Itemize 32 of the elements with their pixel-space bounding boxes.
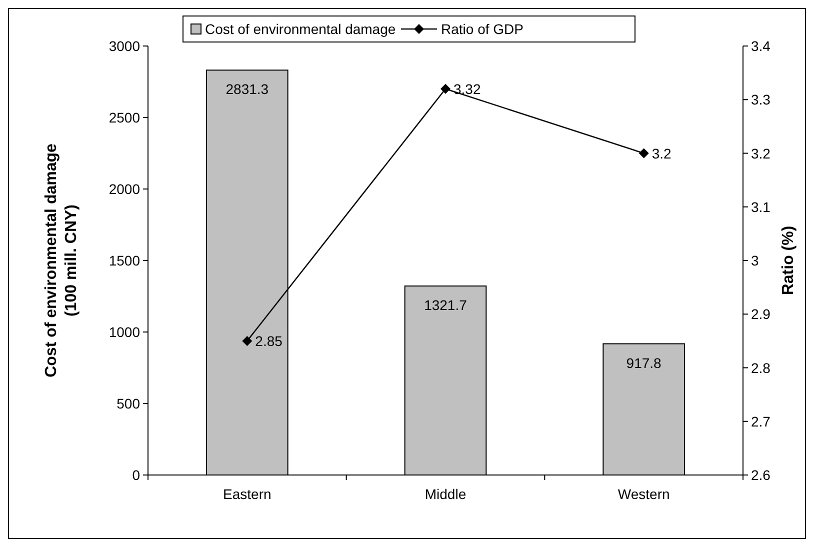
data-label: 917.8 (626, 354, 662, 371)
y-axis-title: Cost of environmental damage (100 mill. CNY) (43, 143, 80, 378)
y-tick-label: 1000 (108, 324, 140, 340)
point (440, 84, 450, 94)
y-tick-label: 3000 (108, 38, 140, 54)
y-tick-label: 1500 (108, 252, 140, 268)
y2-tick-label: 3.2 (751, 145, 771, 162)
data-label: 3.32 (454, 80, 481, 97)
y2-tick-label: 3.3 (751, 92, 771, 108)
y2-tick-label: 2.6 (751, 467, 771, 483)
legend-label: Cost of environmental damage (205, 21, 396, 37)
data-label: 2.85 (255, 332, 283, 349)
x-tick-label: Western (618, 486, 670, 502)
y-tick-label: 2500 (108, 110, 140, 126)
y-tick-label: 0 (132, 467, 140, 483)
legend-label: Ratio of GDP (441, 21, 524, 37)
data-label: 1321.7 (424, 296, 468, 313)
y2-tick-label: 3.1 (751, 198, 771, 215)
data-label: 2831.3 (226, 81, 269, 98)
point (242, 336, 252, 346)
y2-tick-label: 3.4 (751, 38, 771, 54)
data-label: 3.2 (652, 145, 672, 162)
y2-tick-label: 2.8 (751, 360, 771, 376)
x-tick-label: Middle (424, 486, 466, 502)
y2-tick-label: 2.7 (751, 413, 771, 430)
y2-tick-label: 3 (751, 252, 759, 268)
y2-tick-label: 2.9 (751, 306, 771, 322)
x-tick-label: Eastern (223, 486, 272, 502)
y2-axis-title: Ratio (%) (780, 226, 797, 296)
y-tick-label: 2000 (108, 181, 140, 197)
y-tick-label: 500 (116, 396, 140, 412)
point (638, 148, 649, 158)
